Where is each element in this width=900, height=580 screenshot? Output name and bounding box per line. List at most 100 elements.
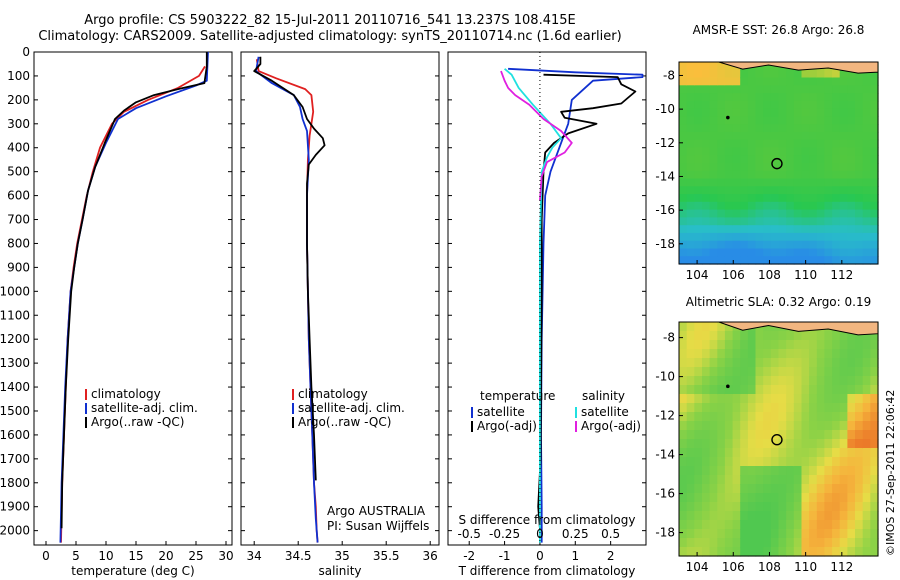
sst_map-cell — [855, 225, 864, 234]
sst_map-cell — [847, 217, 856, 226]
sla_map-cell — [786, 367, 795, 377]
sst_map-cell — [686, 232, 695, 242]
sla_map-cell — [847, 529, 856, 539]
sst_map-cell — [770, 217, 780, 226]
sla_map-cell — [809, 475, 818, 485]
sla_map-cell — [679, 511, 688, 521]
sla_map-cell — [809, 538, 818, 548]
difference-xtick-label: -1 — [499, 549, 511, 563]
sla_map-cell — [786, 520, 795, 530]
sla_map-cell — [793, 358, 803, 368]
sla_map-cell — [679, 466, 688, 476]
sla_map-cell — [763, 448, 772, 458]
sla_map-cell — [770, 358, 780, 368]
sla_map-cell — [862, 358, 871, 368]
sst_map-cell — [855, 232, 864, 242]
sst_map-cell — [786, 178, 795, 187]
sla_map-cell — [809, 439, 818, 449]
sla_map-cell — [694, 547, 703, 557]
sla_map-cell — [832, 466, 841, 476]
sst_map-cell — [786, 108, 795, 117]
sla_map-cell — [801, 484, 810, 494]
sla_map-cell — [855, 367, 864, 377]
sla_map-cell — [839, 412, 848, 422]
sst_map-cell — [855, 124, 864, 133]
sst_map-cell — [786, 217, 795, 226]
sla_map-cell — [740, 358, 749, 368]
sla_map-cell — [686, 493, 695, 503]
sst_map-cell — [679, 232, 688, 242]
sla_map-cell — [839, 547, 848, 557]
sla_map-cell — [847, 412, 856, 422]
sla_map-cell — [755, 340, 764, 350]
sla_map-cell — [839, 439, 848, 449]
sst_map-cell — [717, 232, 726, 242]
sst_map-cell — [763, 131, 772, 141]
sst_map-cell — [832, 186, 841, 195]
sla_map-cell — [839, 340, 848, 350]
sla_map-cell — [763, 331, 772, 341]
sst_map-cell — [801, 209, 810, 218]
sla_map-cell — [770, 547, 780, 557]
sst_map-cell — [694, 108, 703, 117]
sst_map-cell — [824, 100, 833, 110]
sst_map-cell — [809, 217, 818, 226]
sla_map-cell — [870, 484, 879, 494]
sla_map-cell — [740, 430, 749, 440]
sst_map-cell — [770, 77, 780, 86]
sla_map-cell — [755, 448, 764, 458]
sst_map-xtick-label: 112 — [830, 268, 853, 282]
sst_map-cell — [717, 85, 726, 94]
sla_map-cell — [763, 538, 772, 548]
depth-tick-label: 500 — [7, 165, 30, 179]
sst_map-cell — [801, 100, 810, 110]
sst_map-cell — [717, 194, 726, 203]
salinity-xtick-label: 35 — [335, 549, 350, 563]
sla_map-cell — [816, 475, 826, 485]
sst_map-cell — [778, 100, 787, 110]
sst_map-cell — [679, 69, 688, 79]
sst_map-cell — [793, 124, 803, 133]
sst_map-cell — [709, 124, 718, 133]
sst_map-cell — [717, 93, 726, 102]
depth-tick-label: 1200 — [0, 332, 30, 346]
sst_map-cell — [694, 147, 703, 156]
sla_map-cell — [870, 466, 879, 476]
sst_map-cell — [679, 194, 688, 203]
sst_map-cell — [679, 131, 688, 141]
sla_map-cell — [832, 394, 841, 404]
sla_map-cell — [724, 349, 734, 359]
sst_map-cell — [832, 116, 841, 125]
sst_map-cell — [870, 232, 879, 242]
sst_map-cell — [755, 178, 764, 187]
sst_map-cell — [793, 163, 803, 172]
sla_map-cell — [870, 340, 879, 350]
sla_map-cell — [724, 457, 734, 467]
sst_map-cell — [679, 100, 688, 110]
sla_map-cell — [862, 457, 871, 467]
sst_map-cell — [732, 201, 741, 211]
sla_map-cell — [686, 457, 695, 467]
sla_map-cell — [801, 520, 810, 530]
sst_map-cell — [816, 108, 826, 117]
sla_map-cell — [709, 529, 718, 539]
difference-xtick-label: 2 — [607, 549, 615, 563]
sst_map-cell — [824, 131, 833, 141]
sst_map-cell — [717, 225, 726, 234]
sst_map-cell — [724, 248, 734, 257]
sla_map-cell — [755, 412, 764, 422]
sla_map-cell — [816, 376, 826, 386]
sst_map-cell — [870, 201, 879, 211]
sla_map-cell — [786, 358, 795, 368]
sst_map-cell — [709, 217, 718, 226]
sst_map-cell — [862, 155, 871, 164]
temperature-series-argo-raw-qc- — [60, 52, 208, 529]
sla_map-cell — [839, 385, 848, 395]
sla_map-cell — [832, 511, 841, 521]
sla_map-cell — [816, 385, 826, 395]
sst_map-cell — [816, 124, 826, 133]
sst_map-cell — [839, 209, 848, 218]
depth-tick-label: 0 — [22, 45, 30, 59]
sst_map-cell — [778, 155, 787, 164]
sla_map-cell — [793, 421, 803, 431]
